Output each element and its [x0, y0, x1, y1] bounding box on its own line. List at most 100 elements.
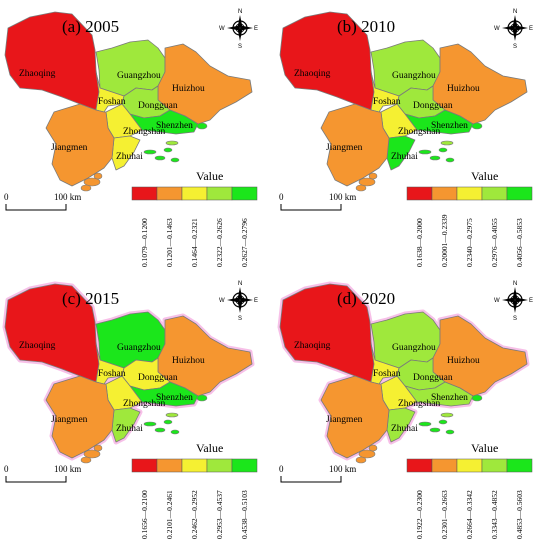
city-label-dongguan: Dongguan	[413, 373, 453, 383]
legend-swatch-green	[506, 186, 533, 201]
island	[440, 412, 454, 418]
legend-label: 0.2340—0.2975	[465, 218, 474, 267]
legend-swatch-red	[406, 186, 433, 201]
island	[358, 449, 376, 459]
svg-text:N: N	[238, 9, 242, 15]
legend-label: 0.1922—0.2300	[415, 490, 424, 539]
city-label-zhongshan: Zhongshan	[123, 127, 165, 137]
city-label-dongguan: Dongguan	[413, 101, 453, 111]
map-panel-2020: Zhaoqing Guangzhou Huizhou Foshan Dongguan Zh…	[275, 272, 550, 544]
map-panel-2015: Zhaoqing Guangzhou Huizhou Foshan Dongguan Zh…	[0, 272, 275, 544]
legend-title: Value	[471, 441, 498, 455]
island	[358, 177, 376, 187]
region-jiangmen	[45, 103, 115, 187]
legend-swatch-red	[131, 458, 158, 473]
city-label-shenzhen: Shenzhen	[156, 121, 193, 131]
island	[440, 140, 454, 146]
map-regions	[2, 281, 255, 464]
legend-swatch-yellow	[181, 186, 208, 201]
scale-bar: 0 100 km	[279, 464, 356, 483]
map-regions	[279, 11, 528, 192]
map-panel-2005: Zhaoqing Guangzhou Huizhou Foshan Dongguan Zh…	[0, 0, 275, 272]
island	[83, 449, 101, 459]
city-label-jiangmen: Jiangmen	[51, 415, 88, 425]
panel-title: (c) 2015	[62, 289, 119, 308]
map-regions	[4, 11, 253, 192]
legend-label: 0.1201—0.1463	[165, 218, 174, 267]
legend-swatch-orange	[431, 458, 458, 473]
region-guangzhou	[370, 39, 441, 97]
city-label-zhongshan: Zhongshan	[398, 127, 440, 137]
legend-swatch-red	[131, 186, 158, 201]
island	[163, 147, 173, 153]
legend-label: 0.2462—0.2952	[190, 490, 199, 539]
city-label-foshan: Foshan	[98, 369, 126, 379]
city-label-huizhou: Huizhou	[172, 356, 205, 366]
region-jiangmen	[45, 375, 115, 459]
city-label-foshan: Foshan	[98, 97, 126, 107]
city-label-jiangmen: Jiangmen	[326, 415, 363, 425]
compass-icon: N S E W	[219, 9, 258, 50]
legend: 0.1079—0.1200 0.1201—0.1463 0.1464—0.2321 0…	[131, 186, 258, 267]
city-label-shenzhen: Shenzhen	[431, 393, 468, 403]
island	[154, 427, 166, 433]
region-guangzhou	[95, 39, 166, 97]
island	[355, 184, 367, 192]
svg-text:0: 0	[4, 192, 9, 202]
legend-swatch-green	[506, 458, 533, 473]
svg-text:S: S	[513, 44, 517, 50]
island	[196, 122, 208, 130]
island	[170, 429, 180, 435]
island	[368, 172, 378, 180]
legend-swatch-yellow	[456, 458, 483, 473]
city-label-zhaoqing: Zhaoqing	[19, 69, 56, 79]
svg-text:0: 0	[4, 464, 9, 474]
legend-swatch-orange	[431, 186, 458, 201]
region-zhuhai	[111, 407, 141, 443]
legend-swatch-green	[231, 186, 258, 201]
island	[143, 421, 157, 427]
island	[93, 172, 103, 180]
region-foshan	[95, 71, 125, 113]
island	[165, 412, 179, 418]
svg-text:N: N	[513, 9, 517, 15]
svg-text:N: N	[238, 281, 242, 287]
svg-text:0: 0	[279, 192, 284, 202]
legend-label: 0.2301—0.2663	[440, 490, 449, 539]
legend: 0.1656—0.2100 0.2101—0.2461 0.2462—0.2952 0…	[131, 458, 258, 539]
city-label-dongguan: Dongguan	[138, 373, 178, 383]
scale-bar: 0 100 km	[4, 192, 81, 211]
legend-label: 0.4056—0.5853	[515, 218, 524, 267]
region-foshan	[95, 343, 125, 385]
legend-swatch-lightgreen	[481, 186, 508, 201]
city-label-zhaoqing: Zhaoqing	[19, 341, 56, 351]
island	[445, 429, 455, 435]
svg-text:S: S	[238, 316, 242, 322]
scale-bar: 0 100 km	[4, 464, 81, 483]
island	[80, 456, 92, 464]
city-label-zhongshan: Zhongshan	[398, 399, 440, 409]
island	[418, 149, 432, 155]
region-zhuhai	[386, 135, 416, 171]
svg-text:E: E	[254, 298, 258, 304]
map-panel-2010: Zhaoqing Guangzhou Huizhou Foshan Dongguan Zh…	[275, 0, 550, 272]
city-label-guangzhou: Guangzhou	[117, 71, 161, 81]
legend-label: 0.1464—0.2321	[190, 218, 199, 267]
map-regions	[277, 281, 530, 464]
legend-swatch-lightgreen	[206, 458, 233, 473]
city-label-shenzhen: Shenzhen	[431, 121, 468, 131]
svg-text:0: 0	[279, 464, 284, 474]
legend-label: 0.2627—0.2796	[240, 218, 249, 267]
svg-text:100 km: 100 km	[329, 464, 356, 474]
city-label-jiangmen: Jiangmen	[51, 143, 88, 153]
island	[471, 394, 483, 402]
legend-title: Value	[196, 441, 223, 455]
legend-label: 0.1638—0.2000	[415, 218, 424, 267]
region-zhuhai	[111, 135, 141, 171]
island	[471, 122, 483, 130]
svg-text:W: W	[219, 298, 225, 304]
map-svg: Zhaoqing Guangzhou Huizhou Foshan Dongguan Zh…	[4, 9, 258, 267]
island	[154, 155, 166, 161]
city-label-zhaoqing: Zhaoqing	[294, 341, 331, 351]
legend-swatch-green	[231, 458, 258, 473]
